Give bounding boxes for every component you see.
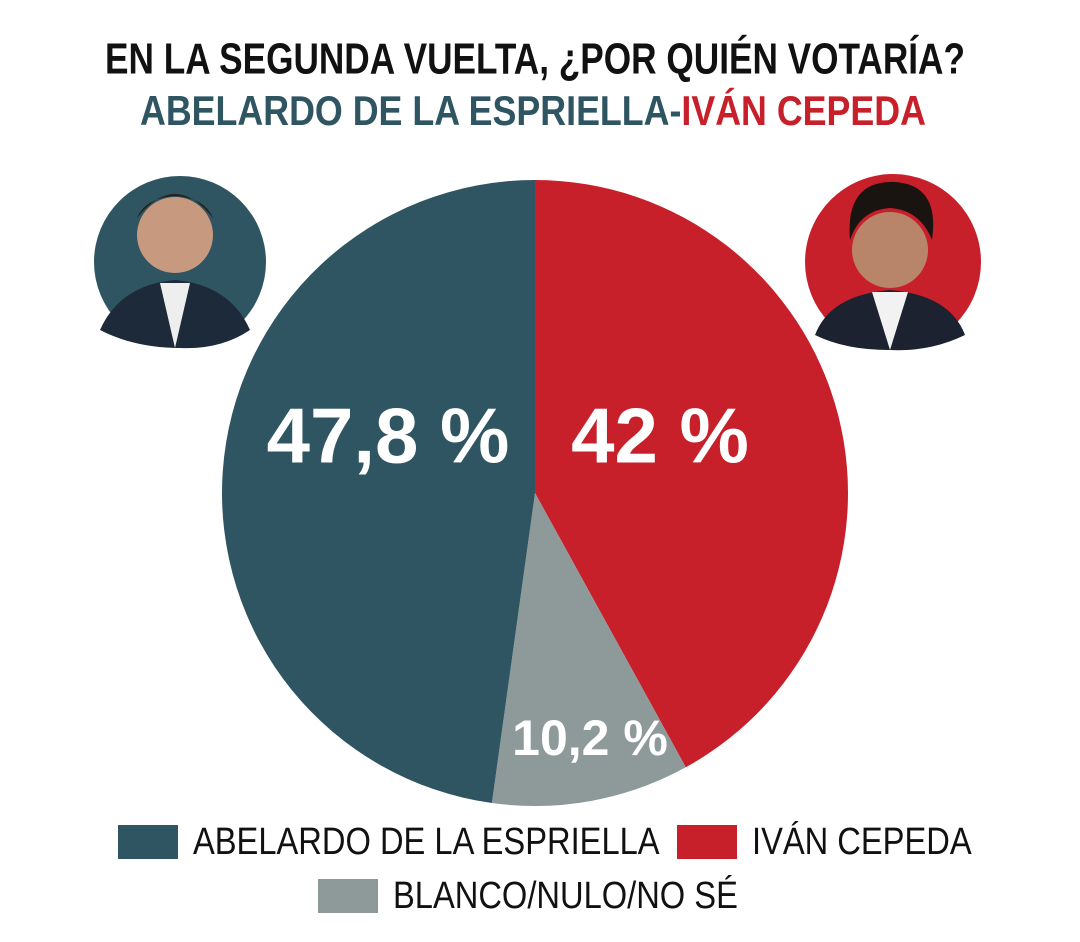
legend: IVÁN CEPEDA BLANCO/NULO/NO SÉ ABELARDO DE … [118,820,972,917]
legend-swatch [677,825,737,859]
portrait-left [94,176,266,349]
legend-label: ABELARDO DE LA ESPRIELLA [193,820,660,863]
subtitle-part: - [669,87,681,134]
pie: 42 % 10,2 % 47,8 % [222,180,848,806]
subtitle-part: ABELARDO DE LA ESPRIELLA [140,87,669,134]
pie-slice [222,180,535,804]
chart-subtitle: ABELARDO DE LA ESPRIELLA-IVÁN CEPEDA [140,87,926,134]
legend-label: IVÁN CEPEDA [752,820,972,863]
legend-swatch [318,879,378,913]
legend-swatch [118,825,178,859]
value-label: 47,8 % [267,392,510,480]
value-label: 10,2 % [512,710,668,766]
subtitle-part: IVÁN CEPEDA [681,87,926,134]
chart-title: EN LA SEGUNDA VUELTA, ¿POR QUIÉN VOTARÍA… [105,34,965,84]
pie-slice [535,180,848,768]
portrait-right [805,174,981,351]
legend-label: BLANCO/NULO/NO SÉ [393,874,738,917]
value-label: 42 % [571,392,749,480]
pie-slice [491,493,686,806]
